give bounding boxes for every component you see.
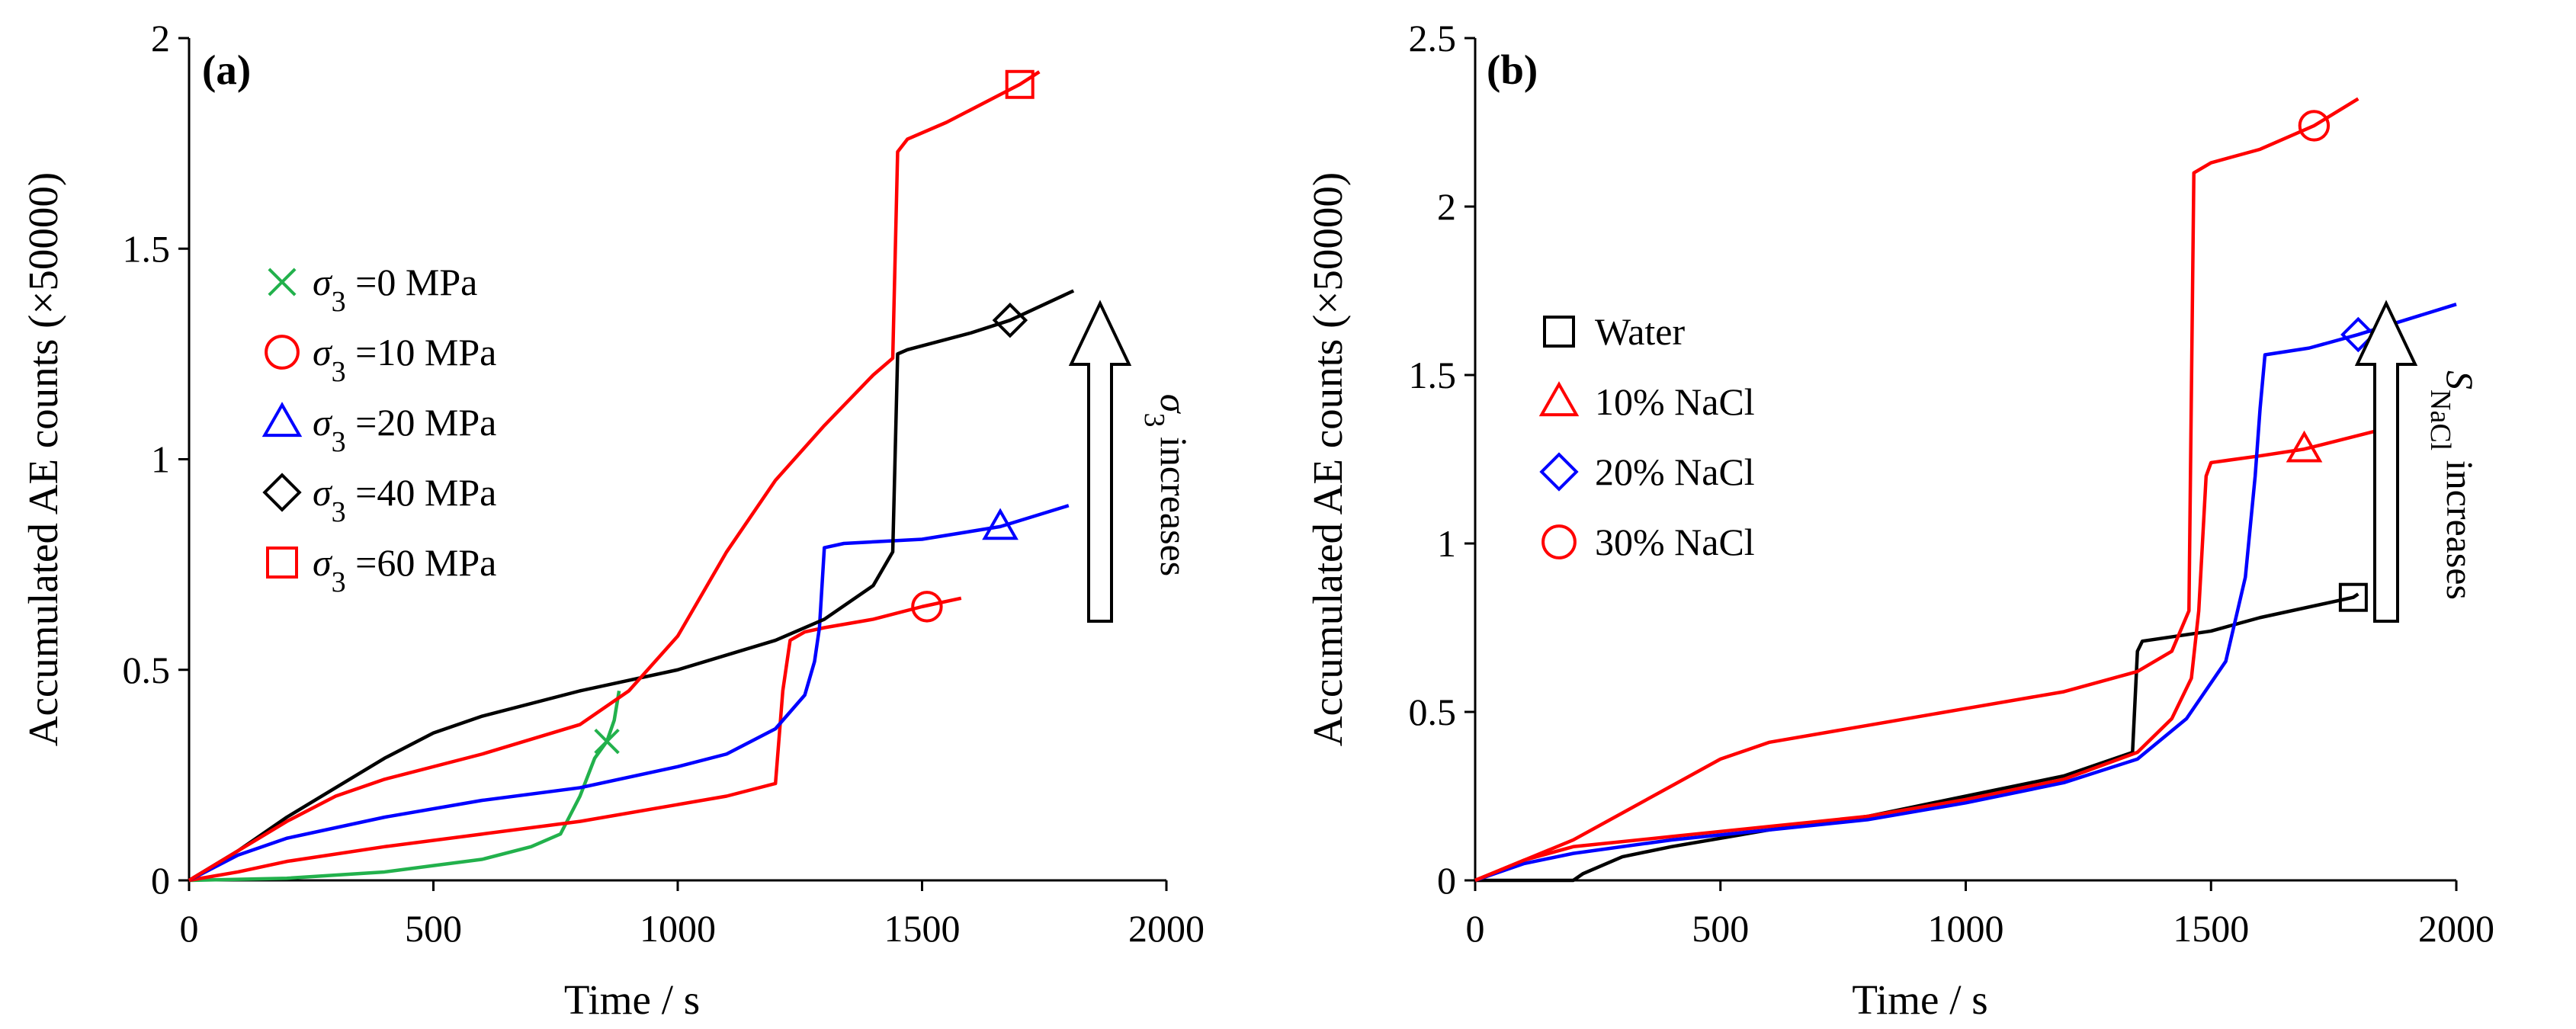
legend-symbol: σ bbox=[313, 331, 333, 373]
legend-label: 20% NaCl bbox=[1595, 450, 1755, 493]
legend-label: 10% NaCl bbox=[1595, 380, 1755, 423]
legend: Water 10% NaCl 20% NaCl 30% NaCl bbox=[1538, 310, 1755, 563]
panel-label: (a) bbox=[202, 46, 251, 93]
series-line bbox=[1475, 592, 2359, 883]
y-tick-label: 1.5 bbox=[1409, 354, 1457, 396]
series-line bbox=[1474, 424, 2398, 883]
legend-label: σ3 =0 MPa bbox=[313, 261, 477, 318]
x-tick-label: 0 bbox=[180, 907, 199, 950]
legend-value: =0 MPa bbox=[346, 261, 478, 303]
y-tick-label: 0 bbox=[151, 859, 170, 902]
legend-subscript: 3 bbox=[332, 286, 346, 318]
series-marker bbox=[2286, 430, 2323, 463]
series-marker bbox=[992, 302, 1028, 338]
y-tick-label: 0.5 bbox=[123, 649, 171, 691]
arrow-symbol: S bbox=[2439, 370, 2481, 389]
y-axis-title: Accumulated AE counts (×50000) bbox=[1304, 172, 1351, 746]
legend-subscript: 3 bbox=[332, 426, 346, 458]
series-line bbox=[188, 596, 962, 883]
x-tick-label: 2000 bbox=[1128, 907, 1205, 950]
legend-symbol: σ bbox=[313, 541, 333, 584]
legend-symbol: σ bbox=[313, 471, 333, 514]
y-tick-label: 2.5 bbox=[1409, 17, 1457, 59]
legend-label: Water bbox=[1595, 310, 1685, 353]
y-tick-label: 2 bbox=[1437, 185, 1456, 228]
arrow-text: increases bbox=[1153, 427, 1195, 576]
x-tick-label: 1000 bbox=[1928, 907, 2004, 950]
legend-marker bbox=[261, 402, 303, 438]
legend-label: σ3 =10 MPa bbox=[313, 331, 496, 388]
x-tick-label: 2000 bbox=[2418, 907, 2494, 950]
increase-arrow bbox=[2354, 300, 2418, 623]
legend-symbol: σ bbox=[313, 401, 333, 444]
legend-value: =40 MPa bbox=[346, 471, 497, 514]
legend-marker bbox=[265, 335, 300, 370]
legend-marker bbox=[266, 547, 298, 579]
legend-symbol: σ bbox=[313, 261, 333, 303]
legend-marker bbox=[1541, 524, 1577, 559]
series-line bbox=[188, 691, 621, 883]
y-axis-title: Accumulated AE counts (×50000) bbox=[20, 172, 66, 746]
legend-label: σ3 =40 MPa bbox=[313, 471, 496, 528]
y-tick-label: 1.5 bbox=[123, 227, 171, 270]
legend-marker bbox=[262, 473, 302, 512]
series-marker bbox=[982, 508, 1019, 540]
series-marker bbox=[911, 591, 943, 623]
series-line bbox=[188, 70, 1041, 882]
arrow-label: σ3 increases bbox=[1138, 394, 1195, 576]
legend-label: σ3 =20 MPa bbox=[313, 401, 496, 458]
y-tick-label: 2 bbox=[151, 17, 170, 59]
x-tick-label: 1000 bbox=[640, 907, 716, 950]
series-marker bbox=[2338, 582, 2368, 612]
panel-label: (b) bbox=[1487, 46, 1538, 93]
y-tick-label: 1 bbox=[1437, 522, 1456, 565]
legend-value: =60 MPa bbox=[346, 541, 497, 584]
panel-b: 0 500 1000 1500 2000 0 0.5 1 1.5 2 2.5 Time / s Accu… bbox=[1304, 17, 2494, 1023]
legend-subscript: 3 bbox=[332, 496, 346, 528]
legend-marker bbox=[1539, 452, 1579, 492]
panel-a: 0 500 1000 1500 2000 0 0.5 1 1.5 2 Time / s Accumul… bbox=[20, 17, 1205, 1023]
x-tick-label: 500 bbox=[1692, 907, 1749, 950]
x-axis-title: Time / s bbox=[564, 976, 700, 1023]
increase-arrow bbox=[1068, 300, 1132, 623]
legend-marker bbox=[1543, 316, 1575, 348]
legend-value: =10 MPa bbox=[346, 331, 497, 373]
arrow-subscript: NaCl bbox=[2424, 389, 2456, 450]
series-line bbox=[1474, 303, 2457, 883]
arrow-symbol: σ bbox=[1153, 394, 1195, 415]
x-tick-label: 1500 bbox=[884, 907, 961, 950]
legend-subscript: 3 bbox=[332, 566, 346, 598]
legend-subscript: 3 bbox=[332, 356, 346, 388]
y-tick-label: 1 bbox=[151, 438, 170, 481]
series-line bbox=[1474, 97, 2359, 883]
series-marker bbox=[2340, 316, 2376, 353]
legend-label: 30% NaCl bbox=[1595, 521, 1755, 563]
x-tick-label: 500 bbox=[405, 907, 462, 950]
y-tick-label: 0.5 bbox=[1409, 691, 1457, 733]
legend-marker bbox=[268, 268, 297, 297]
x-axis-title: Time / s bbox=[1852, 976, 1987, 1023]
arrow-label: SNaCl increases bbox=[2424, 370, 2481, 600]
series-marker bbox=[594, 728, 620, 755]
x-tick-label: 0 bbox=[1466, 907, 1485, 950]
legend-value: =20 MPa bbox=[346, 401, 497, 444]
series-line bbox=[188, 289, 1075, 882]
legend-label: σ3 =60 MPa bbox=[313, 541, 496, 598]
arrow-text: increases bbox=[2439, 450, 2481, 600]
series-marker bbox=[2298, 110, 2331, 142]
series-marker bbox=[1005, 69, 1035, 99]
y-tick-label: 0 bbox=[1437, 859, 1456, 902]
series-line bbox=[188, 504, 1070, 882]
legend-marker bbox=[1538, 381, 1580, 417]
arrow-subscript: 3 bbox=[1138, 412, 1170, 427]
x-tick-label: 1500 bbox=[2173, 907, 2249, 950]
